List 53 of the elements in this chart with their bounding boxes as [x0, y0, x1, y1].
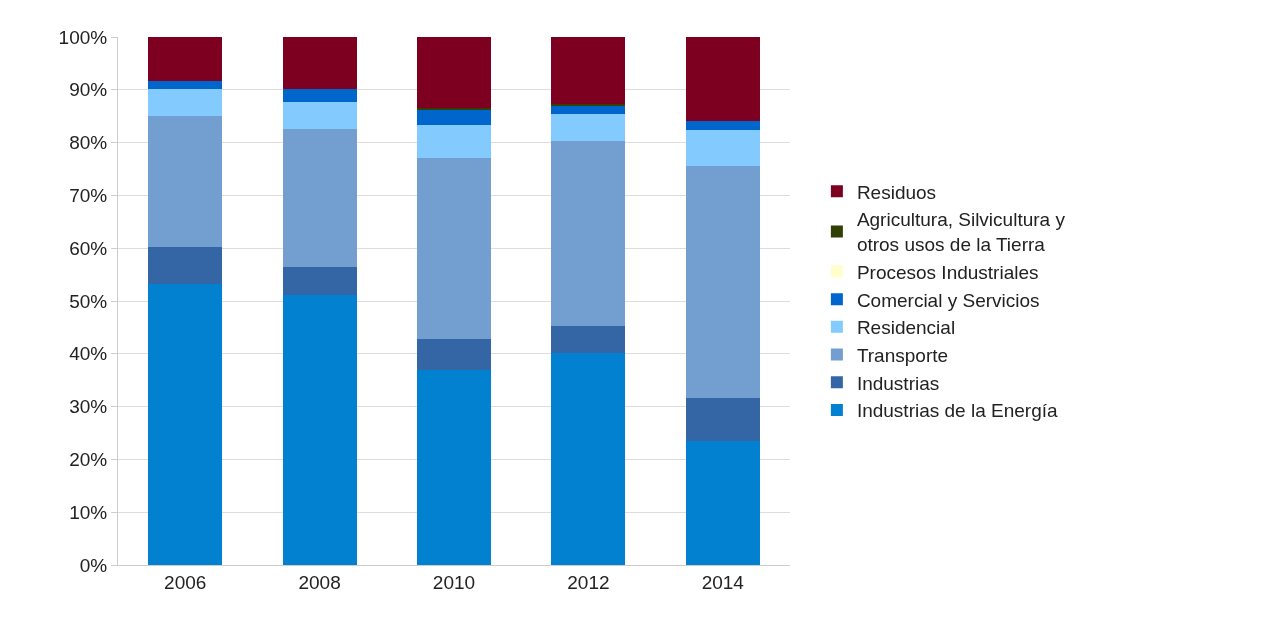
legend-label: Agricultura, Silvicultura y otros usos de la Tierra — [856, 209, 1066, 256]
bar — [148, 80, 223, 89]
bar — [685, 37, 760, 121]
x-tick-label: 2010 — [432, 571, 476, 593]
y-tick-label: 70% — [69, 185, 108, 207]
bar — [148, 37, 223, 81]
bar — [685, 440, 760, 565]
y-tick-label: 40% — [69, 343, 108, 365]
legend-label: Industrias de la Energía — [856, 400, 1058, 422]
bar — [685, 130, 760, 166]
x-tick-label: 2006 — [164, 571, 207, 593]
y-tick-label: 60% — [69, 237, 108, 259]
legend-label: Residencial — [856, 317, 956, 339]
bar — [282, 128, 357, 268]
x-tick-label: 2014 — [701, 571, 745, 593]
y-tick-label: 50% — [69, 290, 108, 312]
bar — [148, 247, 223, 285]
legend-label: Comercial y Servicios — [856, 289, 1040, 311]
bar — [417, 109, 491, 126]
bar — [551, 37, 626, 105]
bar — [685, 120, 760, 131]
bar — [685, 165, 760, 399]
y-tick-label: 90% — [69, 79, 108, 101]
bar — [417, 157, 491, 340]
y-tick-label: 0% — [79, 554, 108, 576]
bar — [417, 37, 491, 109]
bar — [417, 125, 491, 158]
bar — [685, 398, 760, 441]
bar — [551, 352, 626, 565]
legend-label: Procesos Industriales — [856, 261, 1039, 283]
bar — [148, 88, 223, 117]
legend-label: Transporte — [856, 344, 949, 366]
legend-label: Residuos — [856, 181, 937, 203]
bar — [282, 101, 357, 129]
bar — [148, 284, 223, 565]
bar — [551, 114, 626, 142]
bar — [417, 339, 491, 371]
y-tick-label: 80% — [69, 132, 108, 154]
bar — [282, 295, 357, 565]
bar — [551, 141, 626, 326]
x-tick-label: 2012 — [567, 571, 610, 593]
bar — [417, 370, 491, 565]
bar — [282, 37, 357, 89]
y-tick-label: 10% — [69, 501, 108, 523]
y-tick-label: 30% — [69, 396, 108, 418]
bar — [551, 325, 626, 353]
bar — [148, 116, 223, 248]
y-tick-label: 100% — [58, 26, 108, 48]
bar — [282, 88, 357, 102]
legend-label: Industrias — [856, 372, 940, 394]
x-tick-label: 2008 — [298, 571, 341, 593]
y-tick-label: 20% — [69, 449, 108, 471]
bar — [282, 267, 357, 296]
